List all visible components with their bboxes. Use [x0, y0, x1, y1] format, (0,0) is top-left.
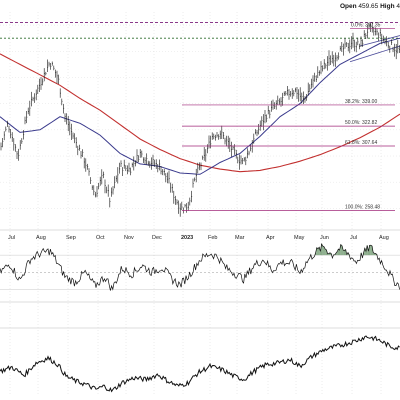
fibonacci-levels: 0.0%: 397.35 38.2%: 339.00 50.0%: 322.82 61…: [182, 23, 395, 211]
month-label: Aug: [36, 235, 46, 241]
fib-label: 100.0%: 258.48: [345, 204, 380, 210]
reference-lines: [0, 22, 400, 63]
fib-label: 61.8%: 307.64: [345, 140, 377, 146]
indicator-line: [0, 242, 400, 291]
month-label: May: [294, 235, 305, 241]
x-axis: Jul Aug Sep Oct Nov Dec 2023 Feb Mar Apr May Jun Jul…: [8, 235, 389, 241]
month-label: Mar: [235, 235, 245, 241]
month-label: 2023: [181, 235, 193, 241]
indicator-panel: [0, 242, 400, 291]
moving-averages: [0, 37, 400, 175]
month-label: Sep: [66, 235, 76, 241]
open-value: 459.65: [358, 3, 379, 10]
month-label: Aug: [379, 235, 389, 241]
lower-indicator-line: [0, 335, 400, 393]
high-value: 4: [396, 3, 400, 10]
month-label: Feb: [208, 235, 217, 241]
month-label: Apr: [266, 235, 275, 241]
month-label: Jul: [350, 235, 357, 241]
month-label: Nov: [124, 235, 134, 241]
fib-label: 50.0%: 322.82: [345, 120, 377, 126]
month-label: Jun: [320, 235, 329, 241]
ma-long-line: [0, 53, 400, 173]
fib-label: 38.2%: 339.00: [345, 99, 377, 105]
month-label: Jul: [8, 235, 15, 241]
lower-panel: [0, 335, 400, 393]
fib-label: 0.0%: 397.35: [351, 23, 381, 29]
trendline-upper: [359, 35, 400, 47]
trendline-lower: [349, 45, 400, 63]
price-header: Open 459.65 High 4: [340, 3, 400, 10]
price-series: [0, 23, 400, 217]
grid-layer: [0, 12, 400, 396]
month-label: Dec: [152, 235, 162, 241]
open-label: Open: [339, 3, 357, 10]
month-label: Oct: [96, 235, 105, 241]
high-label: High: [380, 3, 395, 10]
ma-short-line: [0, 37, 400, 175]
